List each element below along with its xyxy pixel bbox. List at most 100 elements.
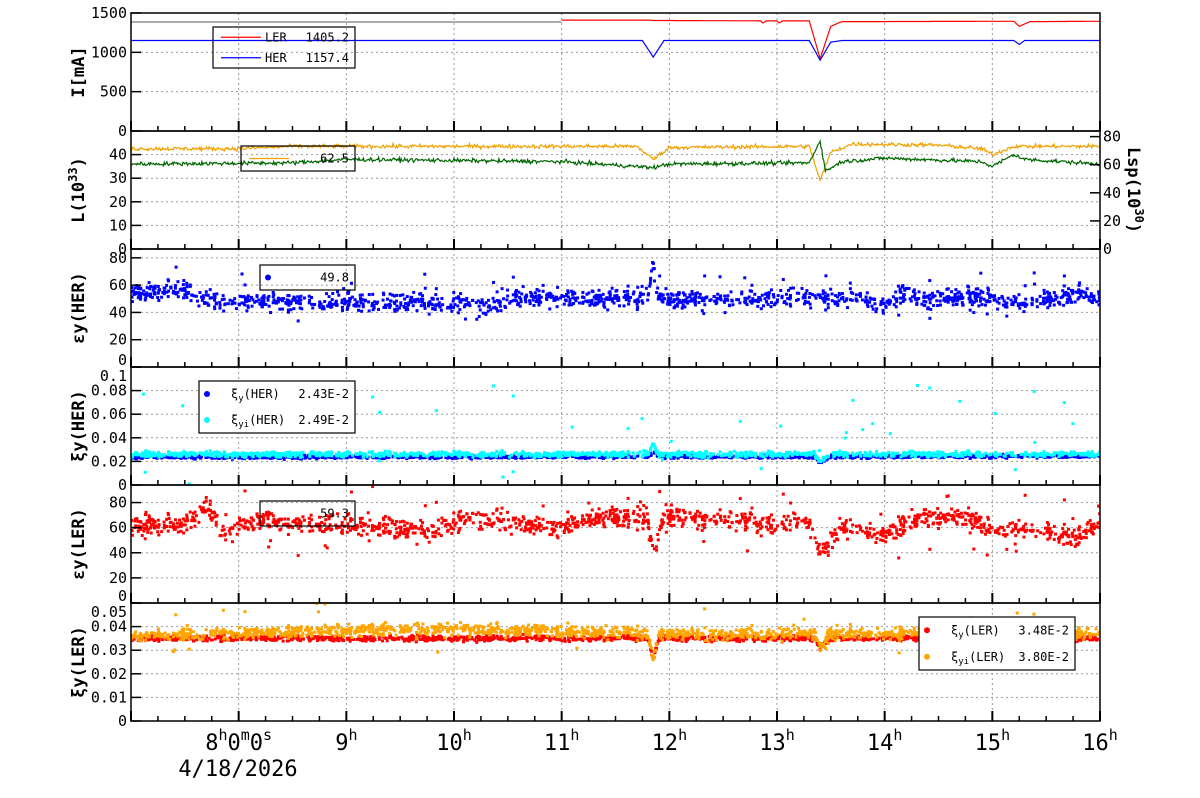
data-point	[144, 454, 148, 458]
data-point	[287, 294, 291, 298]
data-point	[821, 292, 825, 296]
y-right-tick-label: 20	[1103, 212, 1121, 230]
data-point	[942, 298, 946, 302]
data-point	[1066, 541, 1070, 545]
legend-name-text: HER	[265, 51, 287, 65]
data-point	[608, 295, 612, 299]
data-point	[955, 302, 959, 306]
data-point	[1089, 292, 1093, 296]
data-point	[887, 299, 891, 303]
data-point	[274, 299, 278, 303]
data-point	[491, 453, 495, 457]
data-point	[138, 297, 142, 301]
data-point	[888, 300, 892, 304]
data-point	[434, 451, 438, 455]
data-point	[446, 528, 450, 532]
data-point	[1052, 291, 1056, 295]
data-point	[900, 516, 904, 520]
data-point	[986, 286, 990, 290]
data-point	[1079, 294, 1083, 298]
data-point	[911, 290, 915, 294]
data-point	[806, 525, 810, 529]
data-point	[561, 523, 565, 527]
data-point	[851, 454, 855, 458]
data-point	[542, 453, 546, 457]
data-point	[882, 301, 886, 305]
data-point	[300, 455, 304, 459]
data-point	[302, 453, 306, 457]
data-point	[626, 295, 630, 299]
data-point	[477, 452, 481, 456]
data-point	[874, 310, 878, 314]
data-point	[514, 521, 518, 525]
data-point	[622, 452, 626, 456]
data-point	[327, 303, 331, 307]
data-point	[668, 303, 672, 307]
data-point	[954, 450, 958, 454]
data-point	[143, 298, 147, 302]
data-point	[684, 516, 688, 520]
data-point	[691, 299, 695, 303]
data-point	[658, 490, 662, 494]
data-point	[142, 289, 146, 293]
data-point	[598, 451, 602, 455]
data-point	[497, 300, 501, 304]
data-point	[156, 518, 160, 522]
data-point	[262, 302, 266, 306]
data-point	[891, 295, 895, 299]
data-point	[779, 288, 783, 292]
data-point	[922, 299, 926, 303]
data-point	[547, 295, 551, 299]
data-point	[950, 290, 954, 294]
data-point	[516, 452, 520, 456]
data-point	[307, 523, 311, 527]
data-point	[706, 456, 710, 460]
data-point	[902, 450, 906, 454]
data-point	[531, 298, 535, 302]
data-point	[284, 301, 288, 305]
data-point	[513, 451, 517, 455]
data-point	[208, 449, 212, 453]
data-point	[1001, 303, 1005, 307]
data-point	[604, 455, 608, 459]
data-point	[1061, 289, 1065, 293]
data-point	[965, 512, 969, 516]
data-point	[1039, 451, 1043, 455]
data-point	[524, 521, 528, 525]
data-point	[895, 297, 899, 301]
data-point	[740, 451, 744, 455]
data-point	[176, 290, 180, 294]
data-point	[530, 520, 534, 524]
data-point	[655, 451, 659, 455]
data-point	[206, 455, 210, 459]
data-point	[398, 294, 402, 298]
data-point	[570, 529, 574, 533]
data-point	[759, 454, 763, 458]
data-point	[511, 299, 515, 303]
data-point	[780, 452, 784, 456]
data-point	[841, 297, 845, 301]
data-point	[403, 297, 407, 301]
data-point	[832, 300, 836, 304]
data-point	[657, 455, 661, 459]
data-point	[285, 298, 289, 302]
data-point	[447, 455, 451, 459]
data-point	[173, 451, 177, 455]
data-point	[1054, 451, 1058, 455]
data-point	[296, 319, 300, 323]
data-point	[802, 452, 806, 456]
data-point	[560, 294, 564, 298]
data-point	[1085, 287, 1089, 291]
data-point	[1062, 542, 1066, 546]
data-point	[668, 299, 672, 303]
data-point	[439, 455, 443, 459]
data-point	[577, 456, 581, 460]
data-point	[955, 295, 959, 299]
data-point	[556, 285, 560, 289]
data-point	[588, 524, 592, 528]
data-point	[327, 517, 331, 521]
data-point	[845, 297, 849, 301]
data-point	[613, 450, 617, 454]
data-point	[503, 451, 507, 455]
data-point	[419, 518, 423, 522]
